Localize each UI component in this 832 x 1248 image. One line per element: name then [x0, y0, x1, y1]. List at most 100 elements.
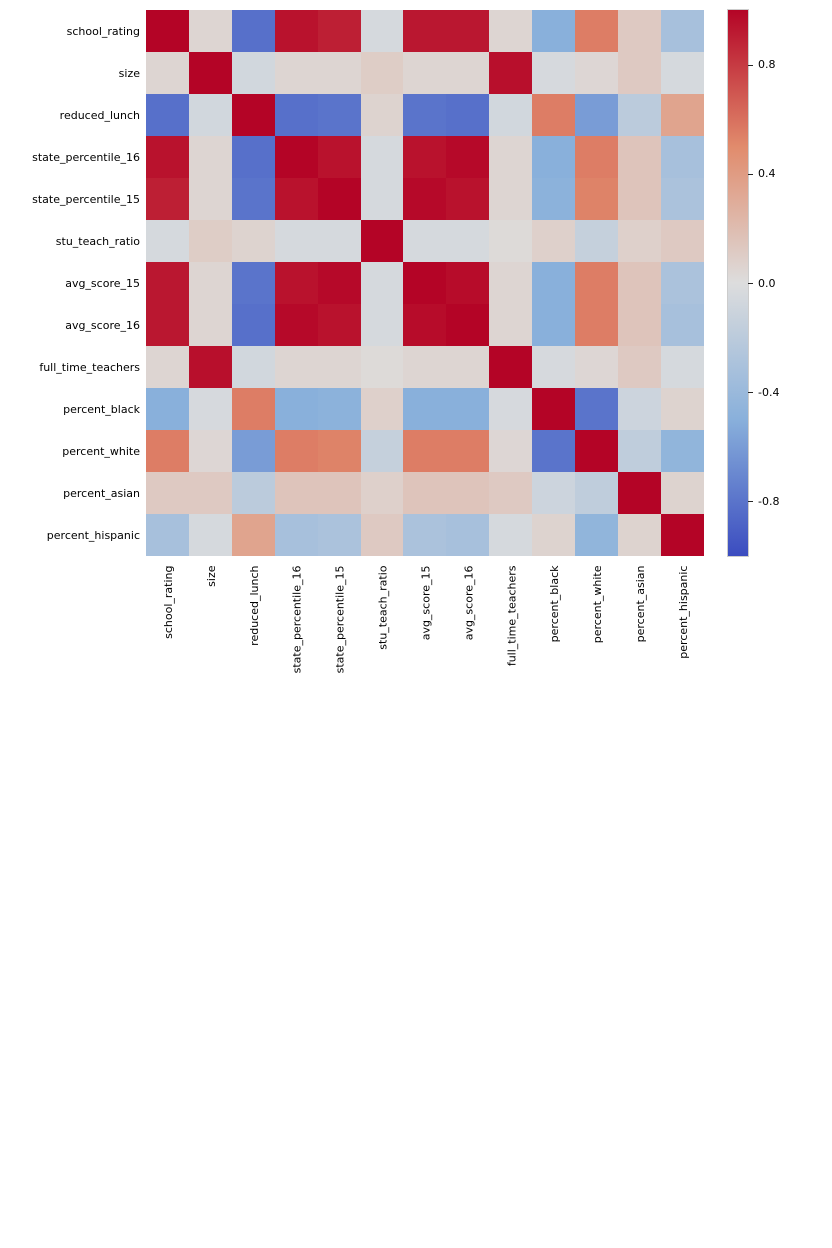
heatmap-cell — [489, 52, 532, 94]
heatmap-cell — [361, 178, 404, 220]
y-tick-label: avg_score_15 — [65, 277, 140, 290]
heatmap-cell — [361, 262, 404, 304]
heatmap-cell — [232, 430, 275, 472]
heatmap-cell — [232, 388, 275, 430]
heatmap-cell — [275, 10, 318, 52]
heatmap-cell — [489, 388, 532, 430]
colorbar-tick-mark — [748, 65, 753, 66]
heatmap-cell — [661, 178, 704, 220]
heatmap-cell — [618, 514, 661, 556]
heatmap-cell — [189, 10, 232, 52]
heatmap-cell — [575, 346, 618, 388]
heatmap-cell — [361, 430, 404, 472]
heatmap-cell — [232, 346, 275, 388]
x-tick-label: full_time_teachers — [505, 566, 516, 1077]
heatmap-cell — [146, 10, 189, 52]
heatmap-cell — [661, 388, 704, 430]
heatmap-cell — [618, 472, 661, 514]
heatmap-row — [146, 52, 704, 94]
y-tick-label: percent_white — [62, 445, 140, 458]
colorbar-tick-label: -0.8 — [758, 495, 779, 508]
heatmap-cell — [189, 220, 232, 262]
heatmap-cell — [446, 94, 489, 136]
heatmap-cell — [403, 52, 446, 94]
heatmap-cell — [532, 514, 575, 556]
heatmap-cell — [232, 472, 275, 514]
heatmap-cell — [146, 304, 189, 346]
heatmap-cell — [618, 10, 661, 52]
heatmap-cell — [446, 220, 489, 262]
heatmap-cell — [618, 220, 661, 262]
y-tick-label: percent_black — [63, 403, 140, 416]
colorbar-tick-mark — [748, 283, 753, 284]
y-tick-label: school_rating — [67, 25, 140, 38]
heatmap-cell — [618, 388, 661, 430]
heatmap-cell — [318, 346, 361, 388]
heatmap-cell — [446, 262, 489, 304]
heatmap-cell — [618, 52, 661, 94]
heatmap-cell — [275, 220, 318, 262]
heatmap-cell — [146, 94, 189, 136]
heatmap-cell — [318, 94, 361, 136]
heatmap-cell — [661, 52, 704, 94]
y-tick-label: avg_score_16 — [65, 319, 140, 332]
heatmap-cell — [189, 346, 232, 388]
heatmap-cell — [532, 304, 575, 346]
colorbar-tick-mark — [748, 174, 753, 175]
heatmap-cell — [275, 430, 318, 472]
heatmap-cell — [661, 346, 704, 388]
heatmap-row — [146, 262, 704, 304]
heatmap-cell — [661, 136, 704, 178]
heatmap-cell — [618, 94, 661, 136]
heatmap-row — [146, 346, 704, 388]
heatmap-cell — [532, 10, 575, 52]
heatmap-cell — [361, 220, 404, 262]
x-tick-label: avg_score_16 — [462, 566, 473, 1034]
heatmap-cell — [318, 136, 361, 178]
heatmap-cell — [361, 10, 404, 52]
heatmap-cell — [489, 346, 532, 388]
heatmap-cell — [146, 178, 189, 220]
y-tick-label: state_percentile_15 — [32, 193, 140, 206]
heatmap-cell — [618, 304, 661, 346]
y-tick-label: size — [119, 67, 140, 80]
heatmap-cell — [146, 388, 189, 430]
heatmap-cell — [403, 430, 446, 472]
colorbar-tick-label: 0.8 — [758, 58, 776, 71]
heatmap-cell — [575, 178, 618, 220]
heatmap-row — [146, 514, 704, 556]
colorbar-tick-label: 0.4 — [758, 167, 776, 180]
heatmap-cell — [661, 220, 704, 262]
heatmap-cell — [146, 472, 189, 514]
heatmap-cell — [575, 220, 618, 262]
heatmap-cell — [661, 514, 704, 556]
heatmap-cell — [489, 304, 532, 346]
heatmap-cell — [446, 136, 489, 178]
heatmap-cell — [446, 472, 489, 514]
colorbar-tick-mark — [748, 392, 753, 393]
heatmap-cell — [361, 514, 404, 556]
heatmap-cell — [575, 136, 618, 178]
heatmap-cell — [189, 178, 232, 220]
heatmap-row — [146, 304, 704, 346]
x-tick-label: state_percentile_15 — [334, 566, 345, 905]
x-tick-label: percent_hispanic — [677, 566, 688, 1248]
heatmap-cell — [189, 304, 232, 346]
x-tick-label: size — [205, 566, 216, 776]
heatmap-cell — [446, 514, 489, 556]
heatmap-cell — [446, 10, 489, 52]
heatmap-cell — [275, 52, 318, 94]
x-tick-label: avg_score_15 — [419, 566, 430, 991]
x-tick-label: reduced_lunch — [248, 566, 259, 819]
heatmap-row — [146, 178, 704, 220]
y-tick-label: percent_hispanic — [47, 529, 140, 542]
heatmap-cell — [232, 10, 275, 52]
heatmap-cell — [575, 52, 618, 94]
heatmap-cell — [661, 430, 704, 472]
heatmap-cell — [489, 430, 532, 472]
x-tick-label: percent_asian — [634, 566, 645, 1206]
heatmap-cell — [489, 262, 532, 304]
heatmap-cell — [146, 346, 189, 388]
heatmap-cell — [489, 94, 532, 136]
heatmap-cell — [189, 388, 232, 430]
